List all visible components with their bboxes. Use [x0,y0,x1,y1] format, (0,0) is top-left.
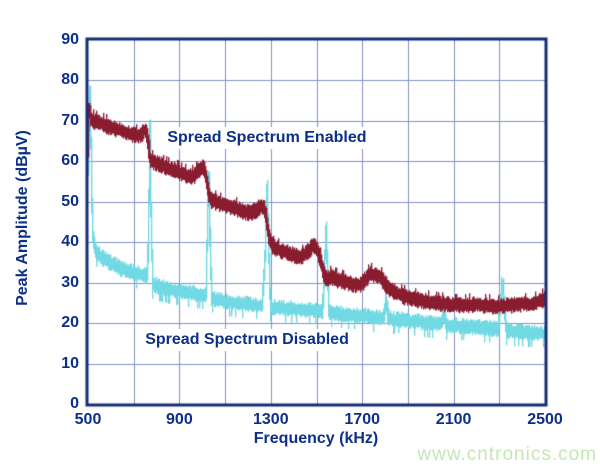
y-tick-label: 50 [61,192,79,210]
x-tick-label: 2100 [435,411,472,428]
y-tick-label: 0 [70,395,79,412]
x-tick-label: 900 [166,411,193,428]
x-tick-label: 1700 [344,411,380,428]
series-label-spread-spectrum-disabled: Spread Spectrum Disabled [139,329,355,352]
y-tick-label: 40 [61,233,79,251]
watermark-text: www.cntronics.com [417,444,597,465]
x-axis-title: Frequency (kHz) [253,430,379,447]
y-tick-label: 20 [61,314,79,332]
x-tick-label: 2500 [527,411,563,428]
x-tick-label: 500 [74,411,102,428]
x-tick-label: 1300 [253,411,289,428]
y-tick-label: 70 [61,111,79,129]
y-tick-label: 60 [61,152,79,170]
y-tick-label: 80 [61,71,79,89]
y-tick-label: 90 [61,31,79,48]
y-axis-title: Peak Amplitude (dBµV) [14,130,31,306]
y-tick-label: 10 [61,354,79,372]
y-tick-label: 30 [61,273,79,291]
series-label-spread-spectrum-enabled: Spread Spectrum Enabled [161,126,373,149]
